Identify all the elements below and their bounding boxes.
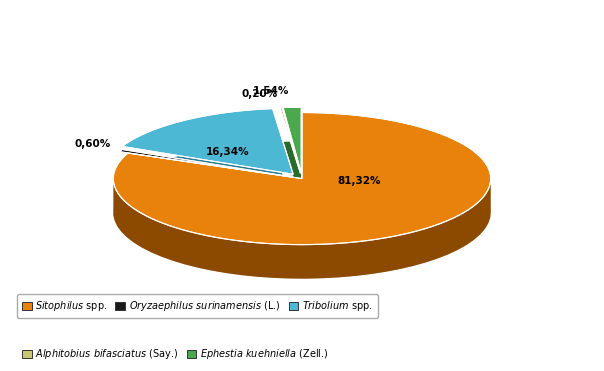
- Polygon shape: [280, 108, 300, 173]
- Polygon shape: [114, 147, 490, 279]
- Polygon shape: [122, 109, 293, 174]
- Legend: $\it{Alphitobius\ bifasciatus}$ (Say.), $\it{Ephestia\ kuehniella}$ (Zell.): $\it{Alphitobius\ bifasciatus}$ (Say.), …: [17, 342, 333, 366]
- Text: 0,60%: 0,60%: [74, 139, 111, 149]
- Polygon shape: [122, 142, 293, 208]
- Polygon shape: [120, 183, 294, 211]
- Polygon shape: [280, 141, 300, 207]
- Polygon shape: [114, 178, 490, 279]
- Text: 0,20%: 0,20%: [242, 89, 278, 99]
- Polygon shape: [120, 150, 294, 177]
- Text: 16,34%: 16,34%: [205, 147, 249, 157]
- Polygon shape: [283, 141, 301, 207]
- Polygon shape: [283, 107, 301, 173]
- Text: 1,54%: 1,54%: [253, 86, 289, 96]
- Polygon shape: [114, 112, 490, 244]
- Text: 81,32%: 81,32%: [338, 175, 381, 186]
